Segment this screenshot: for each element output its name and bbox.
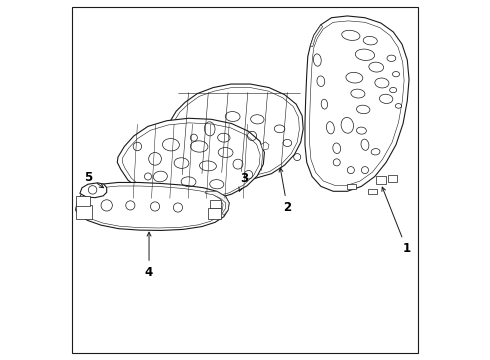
Polygon shape [80,183,107,198]
Bar [368,189,377,194]
Text: 3: 3 [239,172,248,191]
Polygon shape [80,186,223,228]
Text: 4: 4 [145,232,153,279]
Text: 5: 5 [84,171,103,188]
Polygon shape [75,183,229,230]
Polygon shape [117,118,265,201]
Polygon shape [310,25,322,47]
Bar [208,208,221,219]
Bar [375,176,386,184]
Polygon shape [305,16,409,191]
Bar [76,206,92,219]
Bar [388,175,397,182]
Polygon shape [122,123,260,199]
Text: 1: 1 [382,187,411,255]
Bar [347,184,356,189]
Polygon shape [261,142,269,150]
Polygon shape [174,87,299,177]
Text: 2: 2 [279,168,292,214]
Polygon shape [310,21,404,185]
Bar [210,201,221,208]
Bar [76,196,91,206]
Polygon shape [75,188,92,210]
Polygon shape [205,191,229,215]
Polygon shape [169,84,303,180]
